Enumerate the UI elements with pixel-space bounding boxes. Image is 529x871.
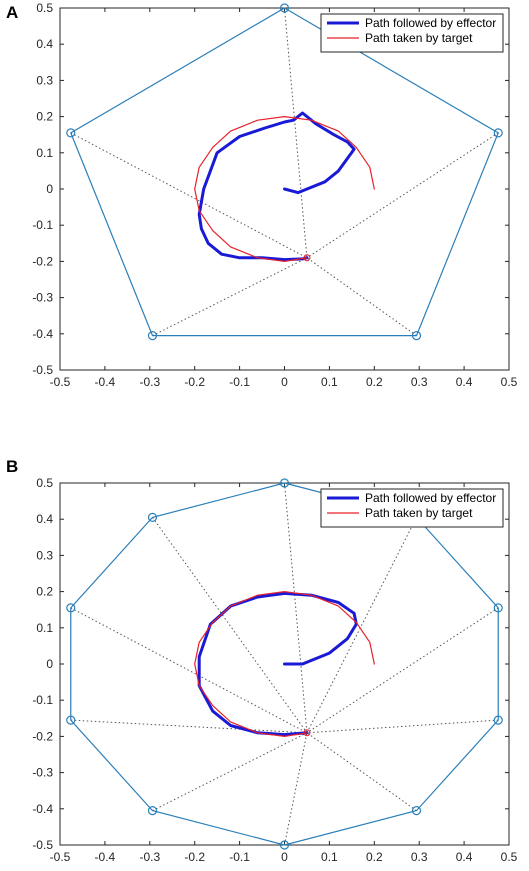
panel-letter-b: B [6,457,18,476]
chart-a-vertex-marker [66,128,76,138]
chart-b-ytick-label: 0.1 [36,621,53,635]
chart-a-xtick-label: 0.3 [411,375,428,389]
chart-a-vertex-marker [493,128,503,138]
chart-a-xtick-label: -0.2 [184,375,205,389]
chart-panel-a: A -0.5 -0.4 -0.3 -0.2 -0.1 0 0.1 0.2 0.3 0.4 0.5 -0… [0,0,529,420]
chart-b-ytick-label: 0.4 [36,512,53,526]
chart-b-guide-line [70,719,307,734]
chart-b-xtick-label: 0 [281,850,288,864]
chart-b-polygon [70,482,499,846]
chart-b-guide-line [284,732,308,846]
chart-b-xtick-label: -0.1 [229,850,250,864]
chart-a-vertex-marker [411,331,422,341]
chart-b-vertex-marker [147,512,158,522]
chart-b-guide-line [152,517,308,734]
chart-b-xtick-label: -0.5 [50,850,71,864]
chart-b-legend-box [320,488,504,528]
chart-b-ytick-label: 0.3 [36,548,53,562]
chart-a-xtick-label: -0.5 [50,375,71,389]
chart-b-vertex-marker [147,806,158,816]
chart-b-xtick-label: -0.4 [95,850,116,864]
chart-b-effector-path [197,591,358,737]
chart-a-xtick-label: 0 [281,375,288,389]
panel-letter-a: A [6,3,18,22]
chart-b-ytick-label: -0.2 [32,729,53,743]
chart-b-vertex-marker [66,715,76,725]
chart-a-guide-line [70,132,308,259]
chart-a-ytick-label: 0.2 [36,110,53,124]
chart-b-legend-label: Path followed by effector [365,491,496,505]
chart-b-xtick-label: -0.3 [139,850,160,864]
chart-b-guide-line [284,482,308,733]
chart-a-ytick-label: 0.1 [36,146,53,160]
chart-a-ytick-label: -0.5 [32,363,53,377]
chart-b-xtick-label: 0.3 [411,850,428,864]
chart-b-ytick-label: 0.2 [36,585,53,599]
chart-a-ytick-label: -0.4 [32,327,53,341]
chart-b-target-path [194,591,375,737]
chart-b-ytick-label: -0.5 [32,838,53,852]
chart-b-ytick-label: -0.3 [32,766,53,780]
chart-b-xtick-label: 0.1 [321,850,338,864]
chart-a-xtick-label: -0.3 [139,375,160,389]
chart-a-guide-line [152,257,308,337]
chart-a-xtick-label: 0.5 [501,375,518,389]
chart-b-vertex-marker [493,603,503,613]
chart-a-xtick-label: -0.4 [95,375,116,389]
chart-a-vertex-marker [279,3,290,13]
chart-a-ytick-label: 0.4 [36,37,53,51]
chart-a-vertex-marker [147,331,158,341]
chart-a-xtick-label: 0.1 [321,375,338,389]
chart-b-xtick-label: 0.5 [501,850,518,864]
chart-b-guide-line [306,517,417,734]
chart-b-ytick-label: 0 [46,657,53,671]
chart-a-ytick-label: -0.3 [32,291,53,305]
chart-b-vertex-marker [279,478,290,488]
chart-a-xtick-label: 0.2 [366,375,383,389]
chart-a-target-path [194,116,375,262]
chart-b-xtick-label: 0.4 [456,850,473,864]
chart-b-ytick-label: 0.5 [36,476,53,490]
chart-a-effector-path [197,111,356,262]
chart-a-ytick-label: -0.1 [32,218,53,232]
chart-b-ytick-label: -0.1 [32,693,53,707]
chart-a-legend-box [320,13,504,53]
chart-b-vertex-marker [493,715,503,725]
chart-b-xtick-label: -0.2 [184,850,205,864]
chart-b-guide-line [70,607,308,734]
chart-a-svg: A -0.5 -0.4 -0.3 -0.2 -0.1 0 0.1 0.2 0.3 0.4 0.5 -0… [6,1,518,389]
chart-a-legend-label: Path taken by target [365,31,473,45]
chart-a-ytick-label: 0.5 [36,1,53,15]
chart-a-legend-label: Path followed by effector [365,16,496,30]
chart-b-ytick-label: -0.4 [32,802,53,816]
chart-a-anchor-marker [303,254,311,262]
chart-a-xtick-label: 0.4 [456,375,473,389]
chart-b-legend-label: Path taken by target [365,506,473,520]
chart-a-xtick-label: -0.1 [229,375,250,389]
chart-b-guide-line [152,732,308,812]
chart-panel-b: B -0.5 -0.4 -0.3 -0.2 -0.1 0 0.1 0.2 0.3 0.4 0.5 -0… [0,450,529,870]
chart-b-vertex-marker [411,806,422,816]
chart-b-svg: B -0.5 -0.4 -0.3 -0.2 -0.1 0 0.1 0.2 0.3 0.4 0.5 -0… [6,457,518,864]
chart-a-ytick-label: -0.2 [32,254,53,268]
chart-a-guide-line [284,7,308,258]
chart-a-ytick-label: 0 [46,182,53,196]
chart-a-polygon [70,7,499,337]
chart-b-xtick-label: 0.2 [366,850,383,864]
chart-b-anchor-marker [303,729,311,737]
chart-b-vertex-marker [66,603,76,613]
chart-b-vertex-marker [279,840,290,850]
chart-a-ytick-label: 0.3 [36,73,53,87]
